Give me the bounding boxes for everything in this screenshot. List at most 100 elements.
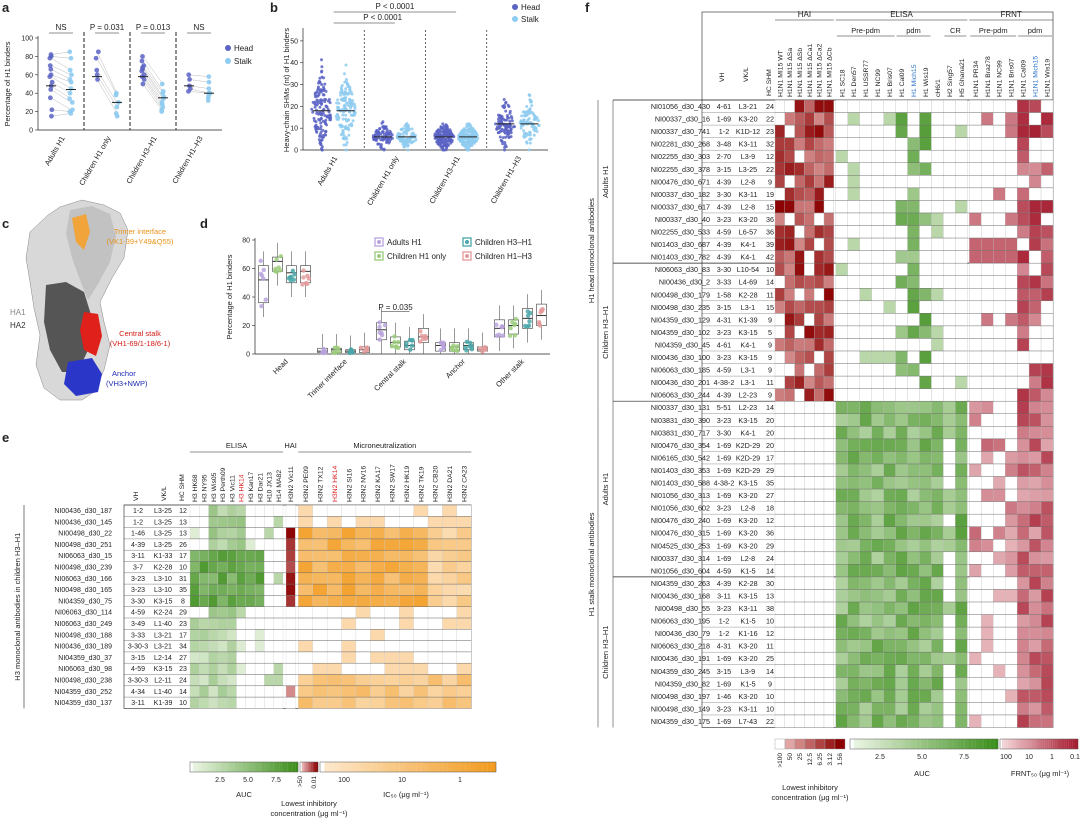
heatmap-cell	[883, 551, 896, 565]
heatmap-cell	[907, 250, 920, 264]
heatmap-cell	[384, 572, 400, 585]
heatmap-cell	[981, 413, 994, 427]
hai-legend-label: Lowest inhibitory	[782, 783, 838, 792]
data-point	[409, 343, 415, 348]
heatmap-cell	[355, 640, 371, 653]
heatmap-cell	[413, 538, 429, 551]
hai-legend-cell	[301, 762, 304, 772]
data-point	[321, 349, 327, 355]
heatmap-cell	[907, 426, 920, 439]
heatmap-cell	[919, 225, 932, 239]
heatmap-cell	[370, 617, 385, 630]
heatmap-cell	[931, 463, 944, 477]
head-point	[187, 77, 192, 82]
shm-value: 22	[766, 165, 774, 174]
heatmap-cell	[969, 451, 982, 465]
sub-header: pdm	[1028, 26, 1043, 35]
pair-line	[142, 65, 164, 94]
heatmap-cell	[835, 212, 848, 226]
hai-legend-cell	[316, 762, 319, 772]
heatmap-cell	[312, 572, 328, 585]
heatmap-cell	[814, 237, 825, 251]
heatmap-cell	[804, 137, 815, 151]
heatmap-cell	[859, 652, 872, 665]
head-point	[504, 126, 508, 130]
heatmap-cell	[1016, 463, 1030, 477]
head-point	[380, 146, 384, 150]
heatmap-cell	[804, 162, 815, 176]
heatmap-cell	[859, 288, 872, 301]
heatmap-cell	[943, 388, 956, 402]
column-header: H3N2 HK14	[332, 466, 339, 502]
heatmap-cell	[969, 501, 982, 515]
auc-legend-cell	[990, 739, 995, 749]
stalk-point	[530, 104, 534, 108]
group-side-label: Adults H1	[601, 165, 610, 198]
heatmap-cell	[285, 663, 296, 675]
heatmap-cell	[814, 338, 825, 352]
heatmap-cell	[264, 527, 274, 540]
head-point	[320, 58, 324, 62]
heatmap-cell	[199, 550, 209, 562]
heatmap-cell	[993, 702, 1006, 716]
heatmap-cell	[341, 629, 357, 641]
heatmap-cell	[955, 275, 968, 289]
heatmap-cell	[895, 137, 908, 151]
heatmap-cell	[1040, 689, 1054, 703]
heatmap-cell	[919, 200, 932, 214]
heatmap-cell	[847, 401, 860, 414]
heatmap-cell	[1040, 212, 1054, 226]
heatmap-cell	[227, 504, 237, 517]
x-tick-label: Children H1 only	[77, 134, 113, 187]
heatmap-cell	[955, 488, 968, 502]
column-header: H3N2 PE09	[303, 466, 310, 502]
heatmap-cell	[969, 652, 982, 665]
heatmap-cell	[456, 550, 472, 562]
heatmap-cell	[199, 583, 209, 596]
heatmap-cell	[273, 550, 284, 562]
stalk-point	[401, 132, 405, 136]
heatmap-cell	[871, 325, 884, 339]
vkl-value: L2-8	[741, 177, 755, 186]
row-label: NI00337_d30_16	[655, 115, 710, 124]
vh-value: 3-30	[131, 598, 145, 605]
heatmap-cell	[1016, 388, 1030, 402]
heatmap-cell	[804, 689, 815, 703]
heatmap-cell	[1005, 488, 1018, 502]
auc-legend-cell	[898, 739, 902, 749]
heatmap-cell	[883, 212, 896, 226]
heatmap-cell	[254, 685, 265, 698]
heatmap-cell	[943, 476, 956, 490]
heatmap-cell	[847, 112, 860, 126]
hai-legend-cell	[814, 738, 826, 750]
auc-legend-cell	[190, 762, 193, 772]
heatmap-cell	[264, 550, 274, 562]
heatmap-cell	[943, 451, 956, 465]
stalk-point	[351, 102, 355, 106]
heatmap-cell	[835, 363, 848, 377]
stalk-point	[528, 98, 532, 102]
column-header: H1 USSR77	[863, 60, 870, 97]
column-header-vh: VH	[719, 72, 726, 82]
head-point	[500, 139, 504, 143]
legend-label: Children H1 only	[387, 252, 446, 261]
legend-marker	[465, 254, 469, 258]
heatmap-cell	[199, 640, 209, 653]
head-point	[48, 87, 54, 92]
heatmap-cell	[1016, 262, 1030, 276]
vh-value: 4-38-2	[714, 378, 735, 387]
heatmap-cell	[774, 275, 785, 289]
heatmap-cell	[427, 527, 443, 540]
heatmap-cell	[969, 526, 982, 540]
heatmap-cell	[273, 663, 284, 675]
heatmap-cell	[981, 150, 994, 163]
column-header: H1N1 MI15 ΔCa1	[807, 44, 814, 97]
auc-legend-cell	[994, 739, 999, 749]
vh-value: 3-30	[717, 265, 731, 274]
data-point	[336, 349, 342, 355]
heatmap-cell	[217, 629, 228, 641]
row-label: NI04359_d30_245	[651, 667, 710, 676]
vh-value: 3-23	[717, 215, 731, 224]
auc-legend-cell	[887, 739, 891, 749]
heatmap-cell	[883, 375, 896, 389]
